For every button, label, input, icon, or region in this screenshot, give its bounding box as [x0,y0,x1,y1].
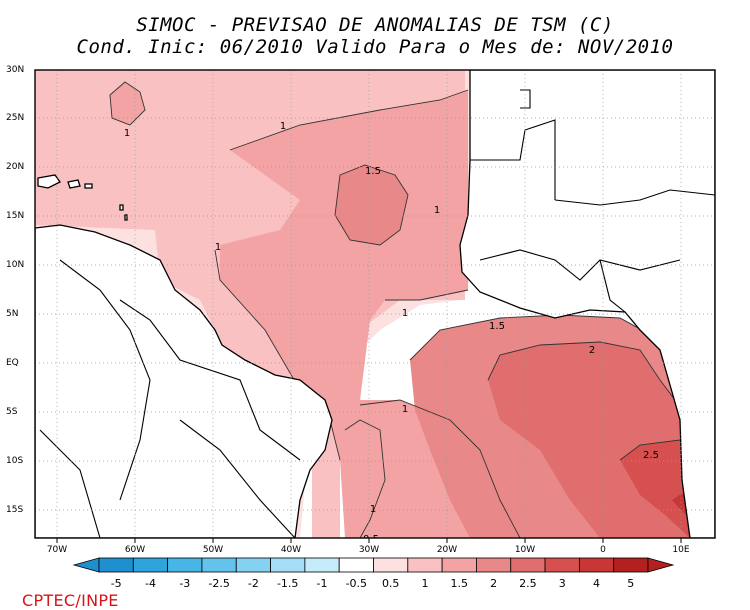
colorbar-cell [201,557,237,573]
colorbar-label: -1.5 [276,577,299,590]
contour-label: 1.5 [489,321,505,332]
colorbar-cell [132,557,169,573]
contour-label: 1 [280,121,286,132]
anomaly-core-1.5-north [110,82,145,125]
map-frame [34,69,716,539]
credit-text: CPTEC/INPE [22,591,119,610]
contour-label: 1 [402,308,408,319]
colorbar-cell [476,557,512,573]
colorbar-cell [98,557,134,573]
colorbar-label: -3 [179,577,191,590]
colorbar-label: 0.5 [381,577,400,590]
lat-label: 30N [6,65,25,75]
colorbar [72,557,675,573]
contour-lines [109,81,715,538]
colorbar-label: 4 [593,577,600,590]
lat-label: 10S [6,456,24,466]
contour-label-group: 1 1 1.5 1 1 1 1.5 2 1 2.5 1 0.5 [124,121,659,545]
lon-label: 50W [202,545,224,555]
lat-label: 15S [6,505,24,515]
colorbar-cell [338,557,374,573]
contour-label: 1 [215,242,221,253]
lon-label: 70W [46,545,68,555]
lat-label: 10N [6,260,25,270]
colorbar-low-arrow [72,557,100,573]
map-plot-area: 1 1 1.5 1 1 1 1.5 2 1 2.5 1 0.5 [35,70,715,545]
colorbar-label: -0.5 [345,577,368,590]
colorbar-cell [441,557,477,573]
colorbar-label: -2.5 [208,577,230,590]
colorbar-label: 1 [421,577,429,590]
contour-label: 1 [434,205,440,216]
colorbar-label: 1.5 [450,577,469,590]
anomaly-core-1.5 [335,165,408,245]
lon-label: 60W [124,545,146,555]
colorbar-cell [270,557,306,573]
colorbar-cell [578,557,615,573]
contour-label: 0.5 [363,534,379,545]
colorbar-label: 3 [558,577,566,590]
lat-label: 15N [6,211,25,221]
africa [459,70,715,538]
colorbar-label: 2 [490,577,498,590]
lon-label: 30W [358,545,380,555]
contour-label: 1 [370,504,376,515]
contour-label: 1.5 [365,166,381,177]
map-title: SIMOC - PREVISAO DE ANOMALIAS DE TSM (C) [136,14,614,36]
contour-label: 2.5 [643,450,659,461]
map-subtitle: Cond. Inic: 06/2010 Valido Para o Mes de… [76,36,674,58]
colorbar-cell [235,557,271,573]
colorbar-cell [544,557,580,573]
lat-label: 25N [6,113,25,123]
colorbar-cell [407,557,443,573]
lat-label: EQ [6,358,19,368]
south-america [35,224,333,538]
contour-label: 2 [589,345,595,356]
colorbar-label: 5 [627,577,635,590]
contour-label: 1 [402,404,408,415]
grid-lines [35,70,715,538]
lon-label: 10W [514,545,536,555]
colorbar-label: 2.5 [519,577,537,590]
lat-label: 5S [6,407,18,417]
colorbar-label: -1 [316,577,328,590]
lon-label: 0 [600,545,606,555]
lon-label: 20W [436,545,458,555]
lat-label: 5N [6,309,19,319]
lat-label: 20N [6,162,25,172]
colorbar-high-arrow [647,557,675,573]
colorbar-cell [510,557,546,573]
axis-ticks [56,538,682,543]
colorbar-label: -2 [247,577,259,590]
colorbar-label: -5 [110,577,122,590]
colorbar-cell [167,557,203,573]
contour-label: 1 [124,128,130,139]
colorbar-cell [304,557,340,573]
colorbar-label: -4 [145,577,156,590]
colorbar-cell [613,557,649,573]
land-masses [35,70,715,538]
lon-label: 10E [672,545,690,555]
colorbar-cell [373,557,409,573]
lon-label: 40W [280,545,302,555]
